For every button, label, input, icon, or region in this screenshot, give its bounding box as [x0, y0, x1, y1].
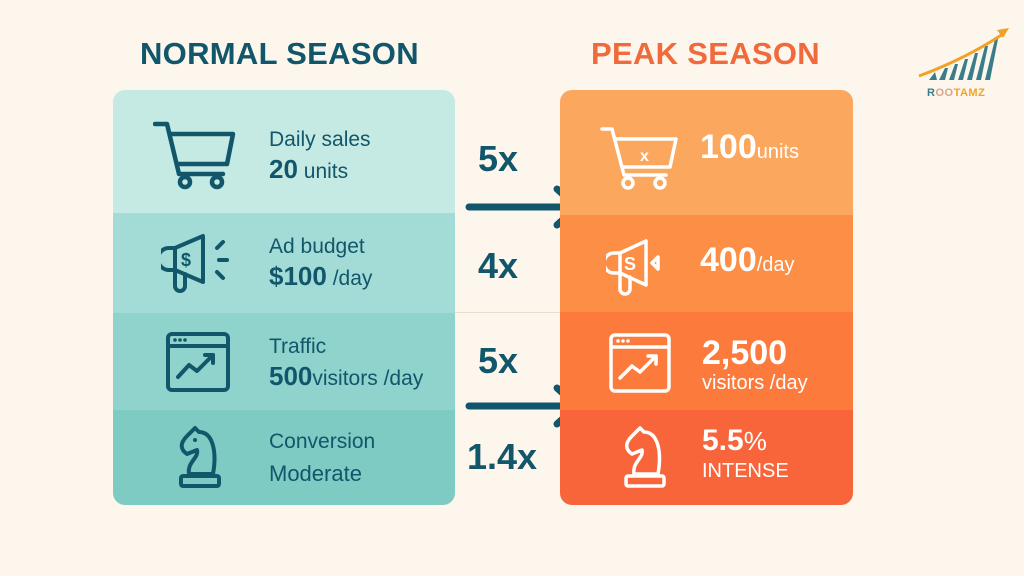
normal-season-title: NORMAL SEASON: [140, 36, 419, 71]
normal-row-conversion: Conversion Moderate: [113, 410, 455, 505]
conversion-label: Conversion: [269, 430, 376, 453]
peak-row-ad-budget: S 400/day: [560, 215, 853, 312]
browser-trend-icon: [609, 333, 671, 393]
svg-text:x: x: [640, 148, 649, 165]
logo-text: ROOTAMZ: [927, 87, 986, 99]
megaphone-dollar-icon: S: [606, 239, 660, 296]
multiplier-conversion: 1.4x: [467, 436, 538, 477]
daily-sales-value: 20 units: [269, 154, 349, 184]
svg-text:S: S: [624, 254, 636, 274]
rootamz-logo: ROOTAMZ: [915, 24, 1015, 104]
ad-budget-label: Ad budget: [269, 235, 365, 258]
peak-row-daily-sales: x 100units: [560, 90, 853, 215]
peak-ad-budget-value: 400/day: [700, 241, 795, 279]
row-divider: [455, 312, 560, 313]
chess-knight-icon: [624, 426, 666, 488]
chess-knight-icon: [179, 426, 221, 488]
shopping-cart-icon: [153, 121, 236, 190]
peak-season-panel: x 100units S 400/day: [560, 90, 853, 505]
growth-bar-chart-icon: [918, 28, 1009, 80]
peak-conversion-sub: INTENSE: [702, 460, 789, 482]
normal-season-panel: Daily sales 20 units $ Ad budget $100 /d…: [113, 90, 455, 505]
normal-row-ad-budget: $ Ad budget $100 /day: [113, 213, 455, 313]
normal-row-daily-sales: Daily sales 20 units: [113, 90, 455, 213]
normal-row-traffic: Traffic 500visitors /day: [113, 313, 455, 410]
traffic-label: Traffic: [269, 335, 327, 358]
svg-text:$: $: [181, 250, 191, 270]
peak-traffic-value: 2,500 visitors /day: [702, 334, 808, 394]
traffic-value: 500visitors /day: [269, 361, 424, 391]
shopping-cart-x-icon: x: [600, 127, 678, 190]
peak-row-traffic: 2,500 visitors /day: [560, 312, 853, 410]
megaphone-dollar-icon: $: [161, 234, 229, 293]
multiplier-daily-sales: 5x: [478, 138, 519, 179]
peak-season-title: PEAK SEASON: [591, 36, 820, 71]
peak-row-conversion: 5.5% INTENSE: [560, 410, 853, 505]
ad-budget-value: $100 /day: [269, 261, 373, 291]
daily-sales-label: Daily sales: [269, 128, 371, 151]
multiplier-ad-budget: 4x: [478, 245, 519, 286]
multiplier-traffic: 5x: [478, 340, 519, 381]
peak-conversion-value: 5.5% INTENSE: [702, 424, 789, 482]
browser-trend-icon: [166, 332, 230, 392]
peak-daily-sales-value: 100units: [700, 128, 799, 166]
conversion-value: Moderate: [269, 461, 362, 486]
